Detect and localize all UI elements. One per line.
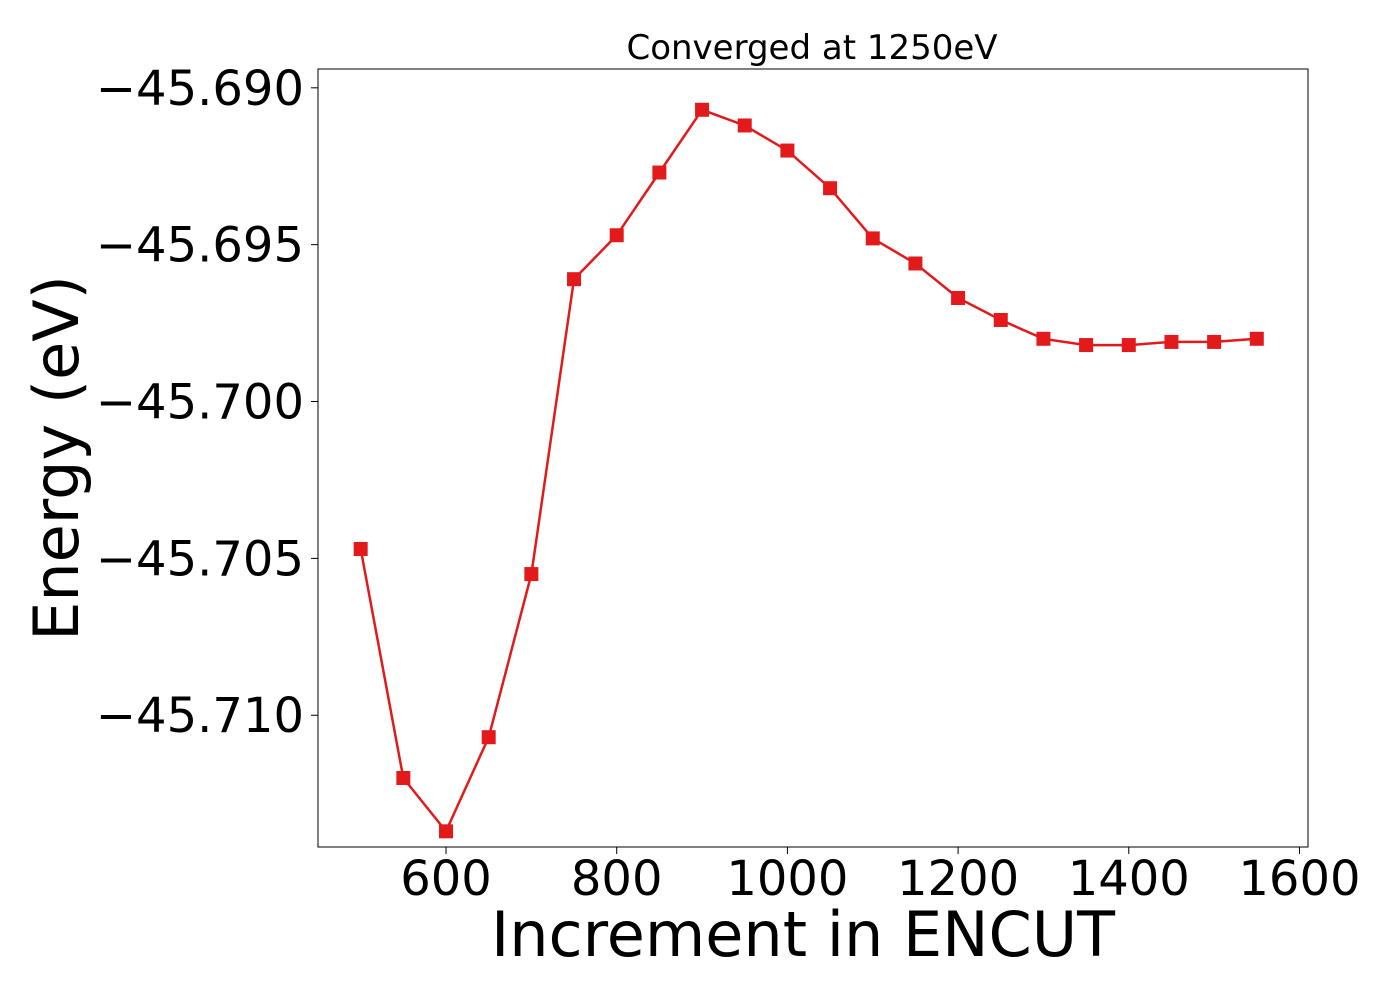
data-point <box>1121 338 1136 353</box>
data-point <box>1207 334 1222 349</box>
data-point <box>993 312 1008 327</box>
x-axis-label: Increment in ENCUT <box>491 898 1116 971</box>
chart-title: Converged at 1250eV <box>626 28 997 68</box>
x-tick-label: 1600 <box>1238 851 1360 907</box>
y-tick-label: −45.690 <box>96 61 304 117</box>
data-point <box>396 770 411 785</box>
x-tick-label: 1200 <box>897 851 1019 907</box>
data-point <box>865 231 880 246</box>
data-point <box>1249 331 1264 346</box>
data-point <box>567 272 582 287</box>
data-point <box>609 228 624 243</box>
y-axis-label: Energy (eV) <box>20 275 93 641</box>
data-point <box>1079 338 1094 353</box>
data-point <box>695 102 710 117</box>
y-tick-label: −45.700 <box>96 375 304 431</box>
x-tick-label: 1400 <box>1068 851 1190 907</box>
data-point <box>652 165 667 180</box>
data-point <box>823 181 838 196</box>
y-tick-label: −45.695 <box>96 218 304 274</box>
data-point <box>908 256 923 271</box>
data-point <box>524 567 539 582</box>
data-point <box>481 730 496 745</box>
data-point <box>737 118 752 133</box>
data-point <box>1036 331 1051 346</box>
series-layer <box>353 102 1264 839</box>
series-line <box>359 108 1257 834</box>
y-tick-label: −45.710 <box>96 688 304 744</box>
data-point <box>1164 334 1179 349</box>
y-tick-label: −45.705 <box>96 531 304 587</box>
x-tick-label: 600 <box>400 851 492 907</box>
data-point <box>439 824 454 839</box>
y-axis: −45.690 −45.695 −45.700 −45.705 −45.710 <box>96 61 318 744</box>
plot-area <box>317 68 1309 848</box>
x-axis: 600 800 1000 1200 1400 1600 <box>400 847 1361 907</box>
x-tick-label: 800 <box>571 851 663 907</box>
data-point <box>353 541 368 556</box>
data-point <box>951 291 966 306</box>
x-tick-label: 1000 <box>726 851 848 907</box>
data-point <box>780 143 795 158</box>
